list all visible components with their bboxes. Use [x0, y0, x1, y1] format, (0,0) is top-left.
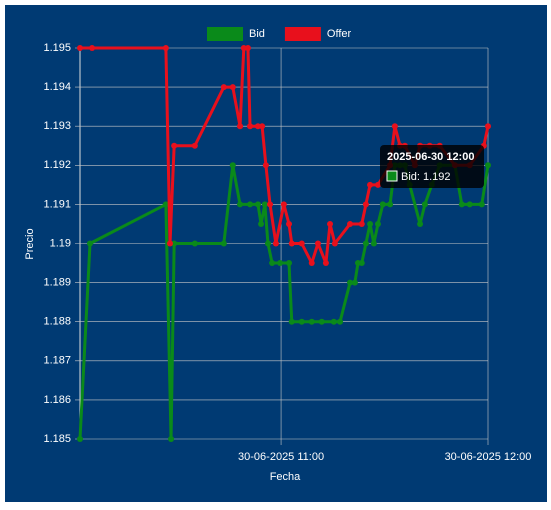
- point: [267, 201, 274, 208]
- point: [77, 45, 83, 51]
- point: [244, 45, 251, 51]
- y-tick-label: 1.188: [43, 316, 71, 328]
- point: [286, 260, 293, 267]
- point: [466, 201, 473, 208]
- point: [358, 260, 365, 267]
- series-line: [78, 163, 490, 441]
- point: [458, 201, 465, 208]
- point: [277, 260, 284, 267]
- point: [237, 123, 244, 130]
- x-tick-label: 30-06-2025 11:00: [238, 451, 324, 463]
- point: [162, 201, 169, 208]
- point: [370, 240, 377, 247]
- point: [264, 240, 271, 247]
- point: [308, 260, 315, 267]
- point: [191, 142, 198, 149]
- point: [337, 318, 344, 325]
- point: [220, 240, 227, 247]
- point: [330, 318, 337, 325]
- point: [367, 220, 374, 227]
- point: [87, 240, 94, 247]
- point: [478, 201, 485, 208]
- point: [387, 201, 394, 208]
- point: [417, 220, 424, 227]
- point: [314, 240, 321, 247]
- point: [331, 240, 338, 247]
- point: [351, 279, 358, 286]
- point: [229, 84, 236, 91]
- y-axis-label: Precio: [24, 228, 36, 259]
- point: [318, 318, 325, 325]
- point: [298, 318, 305, 325]
- y-tick-label: 1.194: [43, 81, 71, 93]
- point: [89, 45, 96, 51]
- point: [171, 142, 178, 149]
- y-tick-label: 1.189: [43, 277, 71, 289]
- legend-label: Offer: [327, 28, 352, 40]
- point: [286, 220, 293, 227]
- y-tick-label: 1.191: [43, 198, 71, 210]
- point: [77, 436, 83, 442]
- point: [272, 240, 279, 247]
- point: [280, 201, 287, 208]
- point: [421, 201, 428, 208]
- point: [379, 201, 386, 208]
- point: [229, 162, 236, 169]
- point: [220, 84, 227, 91]
- point: [237, 201, 244, 208]
- point: [288, 318, 295, 325]
- y-tick-label: 1.195: [43, 42, 71, 54]
- point: [485, 162, 491, 169]
- legend-swatch: [207, 27, 243, 41]
- point: [191, 240, 198, 247]
- point: [367, 181, 374, 188]
- point: [254, 123, 261, 130]
- point: [171, 240, 178, 247]
- legend-swatch: [284, 27, 321, 41]
- point: [298, 240, 305, 247]
- point: [347, 220, 354, 227]
- point: [485, 123, 491, 130]
- point: [254, 201, 261, 208]
- panel: [5, 5, 547, 502]
- point: [259, 123, 266, 130]
- point: [358, 220, 365, 227]
- point: [374, 220, 381, 227]
- y-tick-label: 1.185: [43, 433, 71, 445]
- point: [240, 45, 247, 51]
- point: [322, 260, 329, 267]
- point: [288, 240, 295, 247]
- point: [262, 162, 269, 169]
- point: [374, 181, 381, 188]
- point: [258, 220, 265, 227]
- y-tick-label: 1.187: [43, 355, 71, 367]
- y-tick-label: 1.186: [43, 394, 71, 406]
- tooltip-box: [380, 145, 484, 188]
- point: [347, 279, 354, 286]
- x-axis-label: Fecha: [270, 471, 301, 483]
- y-tick-label: 1.193: [43, 120, 71, 132]
- point: [247, 123, 254, 130]
- point: [247, 201, 254, 208]
- legend: Bid Offer: [207, 27, 351, 41]
- point: [391, 123, 398, 130]
- tooltip-title: 2025-06-30 12:00: [387, 151, 474, 163]
- point: [362, 201, 369, 208]
- x-tick-label: 30-06-2025 12:00: [445, 451, 532, 463]
- point: [308, 318, 315, 325]
- point: [362, 240, 369, 247]
- y-tick-label: 1.19: [50, 237, 71, 249]
- point: [261, 201, 268, 208]
- tooltip-swatch: [386, 170, 398, 182]
- tooltip-label: Bid: 1.192: [401, 171, 451, 183]
- point: [269, 260, 276, 267]
- y-tick-label: 1.192: [43, 159, 71, 171]
- point: [168, 436, 175, 442]
- legend-label: Bid: [249, 28, 265, 40]
- point: [162, 45, 169, 51]
- tooltip: 2025-06-30 12:00 Bid: 1.192: [380, 145, 484, 188]
- point: [327, 220, 334, 227]
- point: [167, 240, 174, 247]
